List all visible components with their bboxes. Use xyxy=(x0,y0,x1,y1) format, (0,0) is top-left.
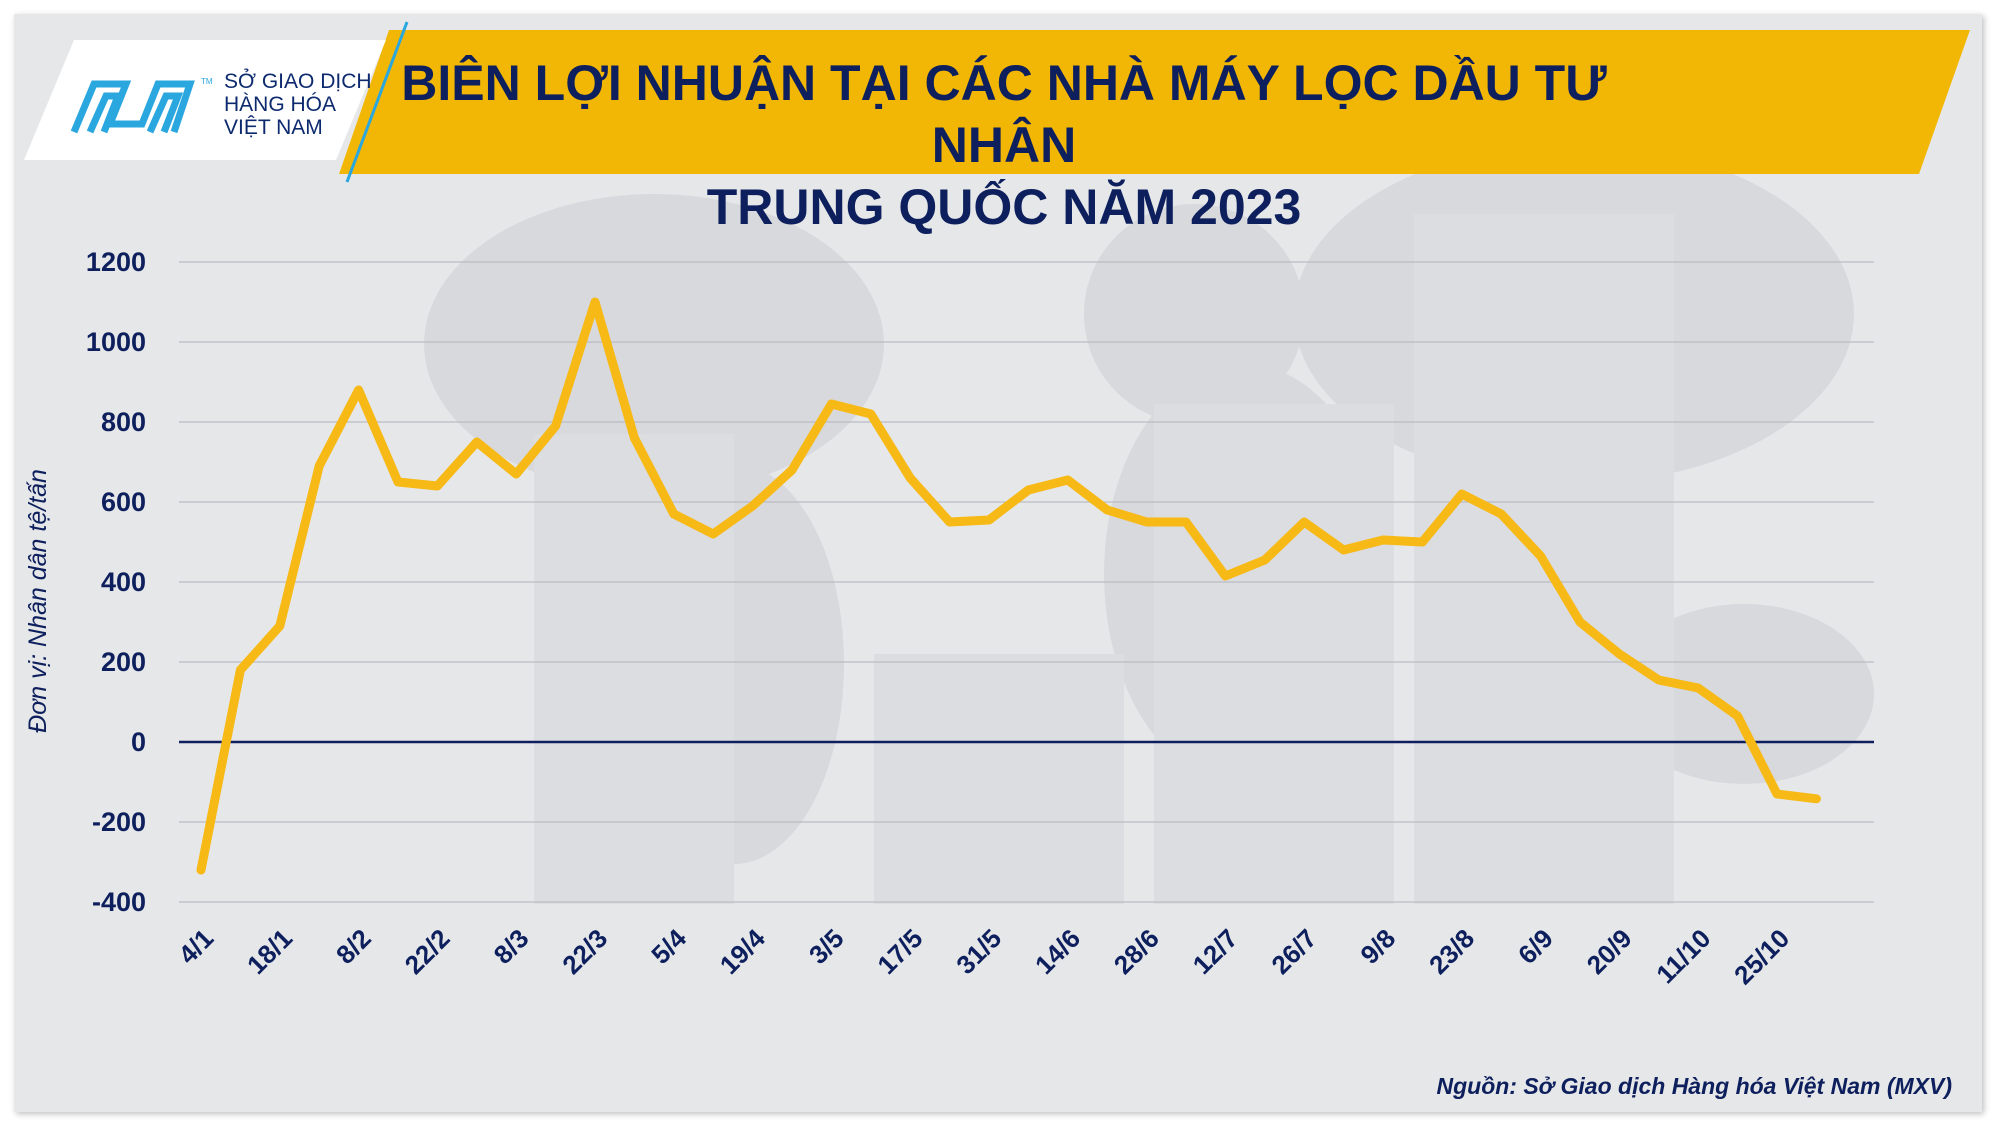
chart-frame: TM SỞ GIAO DỊCH HÀNG HÓA VIỆT NAM BIÊN L… xyxy=(14,14,1982,1112)
title-line-2: TRUNG QUỐC NĂM 2023 xyxy=(706,179,1302,235)
y-tick-label: 600 xyxy=(101,487,146,517)
x-tick-label: 4/1 xyxy=(172,923,219,970)
x-tick-label: 20/9 xyxy=(1581,923,1638,980)
series-line xyxy=(196,297,1821,875)
title-line-1: BIÊN LỢI NHUẬN TẠI CÁC NHÀ MÁY LỌC DẦU T… xyxy=(401,55,1607,173)
x-tick-label: 6/9 xyxy=(1512,923,1559,970)
x-axis-ticks: 4/1 18/1 8/2 22/2 8/3 22/3 5/4 19/4 3/5 17/5 31/5 1… xyxy=(172,923,1795,991)
x-tick-label: 19/4 xyxy=(714,923,771,980)
x-tick-label: 3/5 xyxy=(803,923,850,970)
gridlines xyxy=(179,261,1874,903)
logo-text: SỞ GIAO DỊCH HÀNG HÓA VIỆT NAM xyxy=(224,70,372,139)
x-tick-label: 9/8 xyxy=(1354,923,1401,970)
logo-tm: TM xyxy=(201,77,213,86)
logo-line-2: HÀNG HÓA xyxy=(224,93,337,116)
banner-shape xyxy=(339,30,1970,174)
y-tick-label: 1200 xyxy=(86,247,146,277)
x-tick-label: 5/4 xyxy=(645,923,692,970)
x-tick-label: 18/1 xyxy=(241,923,298,980)
x-tick-label: 23/8 xyxy=(1423,923,1480,980)
bar-watermark xyxy=(534,214,1674,904)
x-tick-label: 8/3 xyxy=(488,923,535,970)
line-chart: -400 -200 0 200 400 600 800 1000 1200 4/1 18/1 8/2… xyxy=(24,247,1874,991)
y-tick-label: 800 xyxy=(101,407,146,437)
x-tick-label: 17/5 xyxy=(871,923,928,980)
logo-panel xyxy=(24,40,386,160)
chart-title: BIÊN LỢI NHUẬN TẠI CÁC NHÀ MÁY LỌC DẦU T… xyxy=(394,52,1614,238)
x-tick-label: 28/6 xyxy=(1108,923,1165,980)
logo-line-1: SỞ GIAO DỊCH xyxy=(224,70,372,93)
y-axis-label: Đơn vị: Nhân dân tệ/tấn xyxy=(24,469,52,733)
x-tick-label: 31/5 xyxy=(950,923,1007,980)
logo-icon xyxy=(70,80,195,134)
x-tick-label: 14/6 xyxy=(1029,923,1086,980)
y-axis-ticks: -400 -200 0 200 400 600 800 1000 1200 xyxy=(86,247,146,917)
logo-line-3: VIỆT NAM xyxy=(224,116,323,139)
banner-accent-line xyxy=(345,21,409,183)
x-tick-label: 8/2 xyxy=(330,923,377,970)
y-tick-label: -400 xyxy=(92,887,146,917)
y-tick-label: 0 xyxy=(131,727,146,757)
x-tick-label: 22/2 xyxy=(399,923,456,980)
y-tick-label: 1000 xyxy=(86,327,146,357)
x-tick-label: 26/7 xyxy=(1265,923,1322,980)
x-tick-label: 25/10 xyxy=(1728,923,1795,990)
x-tick-label: 11/10 xyxy=(1650,923,1716,989)
x-tick-label: 12/7 xyxy=(1187,923,1244,980)
background-decoration xyxy=(424,144,1874,904)
y-tick-label: 400 xyxy=(101,567,146,597)
x-tick-label: 22/3 xyxy=(556,923,613,980)
y-tick-label: 200 xyxy=(101,647,146,677)
title-banner: TM xyxy=(24,21,1970,183)
source-note: Nguồn: Sở Giao dịch Hàng hóa Việt Nam (M… xyxy=(1436,1073,1952,1099)
y-tick-label: -200 xyxy=(92,807,146,837)
